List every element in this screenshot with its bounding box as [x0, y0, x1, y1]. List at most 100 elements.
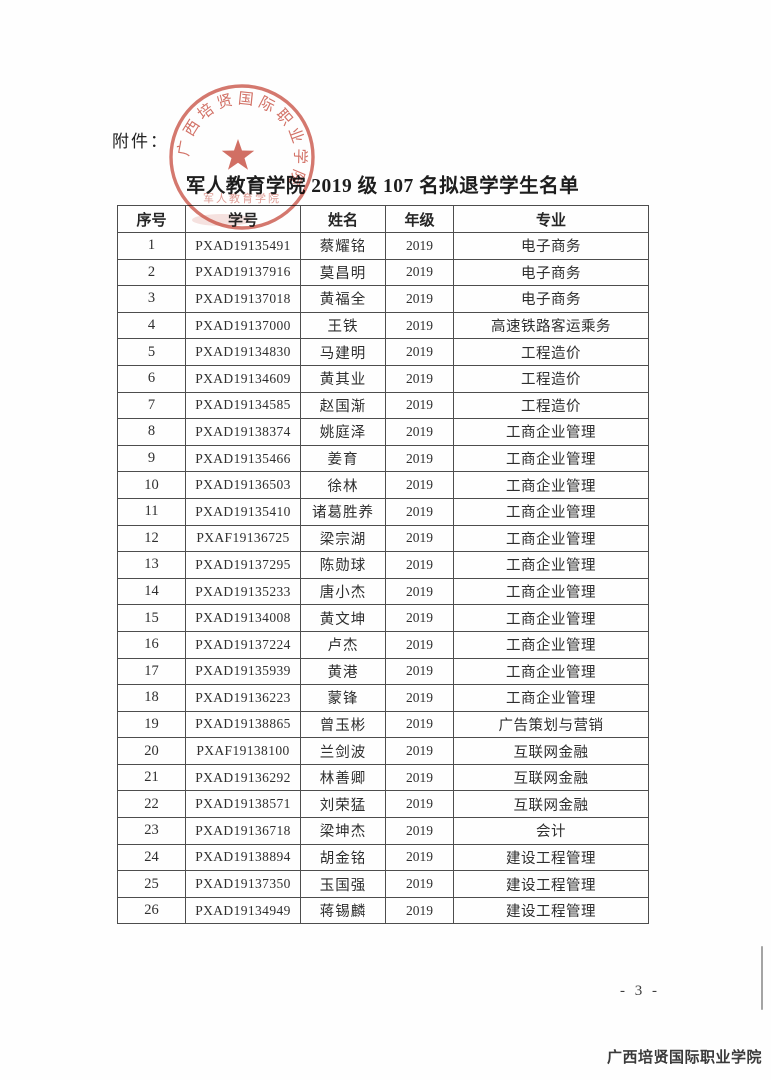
table-cell: 3	[117, 285, 186, 313]
table-cell: 10	[117, 471, 186, 499]
table-row: 1 PXAD19135491 蔡耀铭 2019 电子商务	[117, 232, 649, 260]
table-row: 2 PXAD19137916 莫昌明 2019 电子商务	[117, 258, 649, 287]
table-row: 20 PXAF19138100 兰剑波 2019 互联网金融	[117, 737, 649, 765]
table-cell: PXAD19137018	[185, 285, 301, 313]
table-cell: 23	[117, 817, 186, 845]
table-cell: 2019	[385, 896, 454, 925]
page-number: - 3 -	[620, 983, 660, 999]
table-cell: 姚庭泽	[300, 418, 386, 446]
table-cell: 马建明	[300, 338, 386, 366]
table-cell: 电子商务	[453, 258, 649, 287]
table-cell: 17	[117, 657, 186, 686]
table-cell: 工商企业管理	[453, 471, 649, 499]
site-watermark: 广西培贤国际职业学院	[606, 1049, 762, 1066]
attachment-label: 附件：	[112, 132, 169, 151]
table-cell: 胡金铭	[300, 843, 386, 872]
table-cell: 16	[117, 630, 186, 659]
table-row: 4 PXAD19137000 王铁 2019 高速铁路客运乘务	[117, 311, 649, 340]
table-cell: PXAD19135233	[185, 577, 301, 606]
table-row: 13 PXAD19137295 陈勋球 2019 工商企业管理	[117, 551, 649, 579]
table-cell: 曾玉彬	[300, 710, 386, 739]
table-cell: 4	[117, 311, 186, 340]
table-cell: PXAD19136223	[185, 684, 301, 712]
table-row: 9 PXAD19135466 姜育 2019 工商企业管理	[117, 444, 649, 473]
table-cell: 工商企业管理	[453, 630, 649, 659]
table-cell: 电子商务	[453, 285, 649, 313]
table-cell: PXAF19138100	[185, 737, 301, 765]
table-cell: 2019	[385, 870, 454, 898]
page-title: 军人教育学院 2019 级 107 名拟退学学生名单	[185, 176, 580, 197]
table-cell: 工商企业管理	[453, 497, 649, 526]
table-cell: PXAD19134008	[185, 604, 301, 632]
table-header-row: 序号 学号 姓名 年级 专业	[117, 205, 649, 233]
table-row: 15 PXAD19134008 黄文坤 2019 工商企业管理	[117, 604, 649, 632]
table-row: 22 PXAD19138571 刘荣猛 2019 互联网金融	[117, 790, 649, 819]
table-cell: 互联网金融	[453, 763, 649, 792]
table-cell: 林善卿	[300, 763, 386, 792]
table-cell: 2019	[385, 444, 454, 473]
table-cell: 电子商务	[453, 232, 649, 260]
table-cell: 诸葛胜养	[300, 497, 386, 526]
table-row: 11 PXAD19135410 诸葛胜养 2019 工商企业管理	[117, 497, 649, 526]
table-cell: 王铁	[300, 311, 386, 340]
table-cell: 24	[117, 843, 186, 872]
table-cell: 11	[117, 497, 186, 526]
table-cell: 姜育	[300, 444, 386, 473]
table-row: 5 PXAD19134830 马建明 2019 工程造价	[117, 338, 649, 366]
table-cell: 2019	[385, 551, 454, 579]
table-cell: 工商企业管理	[453, 524, 649, 553]
table-cell: 6	[117, 364, 186, 393]
table-cell: 2019	[385, 577, 454, 606]
table-cell: PXAD19137224	[185, 630, 301, 659]
table-cell: 13	[117, 551, 186, 579]
table-cell: 21	[117, 763, 186, 792]
table-cell: PXAF19136725	[185, 524, 301, 553]
table-cell: 2019	[385, 710, 454, 739]
table-cell: PXAD19138865	[185, 710, 301, 739]
table-row: 26 PXAD19134949 蒋锡麟 2019 建设工程管理	[117, 896, 649, 925]
table-row: 23 PXAD19136718 梁坤杰 2019 会计	[117, 817, 649, 845]
table-cell: 2019	[385, 338, 454, 366]
column-header: 姓名	[300, 205, 386, 233]
table-cell: 2019	[385, 604, 454, 632]
table-cell: 徐林	[300, 471, 386, 499]
table-cell: 卢杰	[300, 630, 386, 659]
table-cell: 兰剑波	[300, 737, 386, 765]
table-cell: 黄文坤	[300, 604, 386, 632]
table-cell: PXAD19134949	[185, 896, 301, 925]
table-row: 17 PXAD19135939 黄港 2019 工商企业管理	[117, 657, 649, 686]
table-cell: 工商企业管理	[453, 577, 649, 606]
table-row: 14 PXAD19135233 唐小杰 2019 工商企业管理	[117, 577, 649, 606]
column-header: 年级	[385, 205, 454, 233]
table-cell: 2019	[385, 311, 454, 340]
table-cell: PXAD19136718	[185, 817, 301, 845]
table-cell: 广告策划与营销	[453, 710, 649, 739]
table-cell: 建设工程管理	[453, 843, 649, 872]
table-cell: 14	[117, 577, 186, 606]
table-cell: 工商企业管理	[453, 684, 649, 712]
table-cell: 赵国渐	[300, 391, 386, 420]
table-cell: PXAD19135491	[185, 232, 301, 260]
table-cell: 工程造价	[453, 364, 649, 393]
table-cell: PXAD19138374	[185, 418, 301, 446]
table-cell: 工商企业管理	[453, 657, 649, 686]
table-cell: PXAD19137350	[185, 870, 301, 898]
table-row: 7 PXAD19134585 赵国渐 2019 工程造价	[117, 391, 649, 420]
table-cell: 刘荣猛	[300, 790, 386, 819]
table-row: 25 PXAD19137350 玉国强 2019 建设工程管理	[117, 870, 649, 898]
table-cell: PXAD19135939	[185, 657, 301, 686]
table-cell: 黄港	[300, 657, 386, 686]
table-cell: PXAD19138894	[185, 843, 301, 872]
table-cell: 8	[117, 418, 186, 446]
table-cell: 建设工程管理	[453, 896, 649, 925]
star-icon	[221, 139, 255, 170]
table-cell: 2019	[385, 630, 454, 659]
table-cell: 蒙锋	[300, 684, 386, 712]
table-cell: PXAD19134585	[185, 391, 301, 420]
table-cell: 2019	[385, 471, 454, 499]
table-cell: PXAD19136292	[185, 763, 301, 792]
table-cell: 2019	[385, 258, 454, 287]
table-cell: 陈勋球	[300, 551, 386, 579]
table-cell: 2019	[385, 657, 454, 686]
